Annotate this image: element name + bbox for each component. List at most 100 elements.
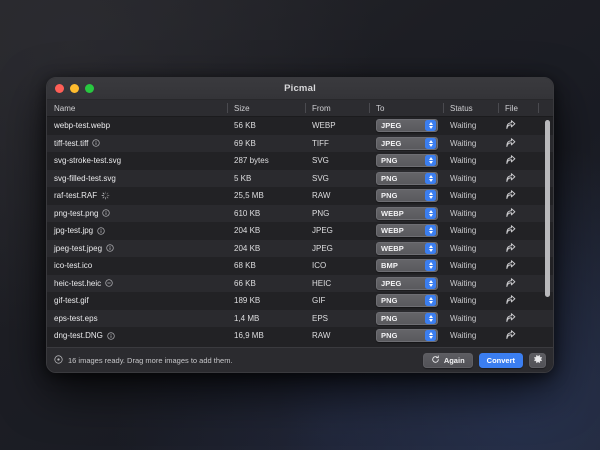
info-icon[interactable] — [97, 227, 105, 235]
target-format-select[interactable]: BMP — [376, 259, 438, 273]
table-row[interactable]: webp-test.webp 56 KB WEBP JPEG Waiting — [47, 117, 553, 135]
stepper-chevrons-icon[interactable] — [425, 330, 436, 342]
stepper-chevrons-icon[interactable] — [425, 190, 436, 202]
stepper-chevrons-icon[interactable] — [425, 207, 436, 219]
stepper-chevrons-icon[interactable] — [425, 120, 436, 132]
info-icon[interactable] — [107, 332, 115, 340]
target-format-select[interactable]: WEBP — [376, 241, 438, 255]
share-icon[interactable] — [505, 277, 517, 289]
chevron-down-icon[interactable] — [428, 336, 433, 340]
chevron-down-icon[interactable] — [428, 196, 433, 200]
info-icon[interactable] — [102, 209, 111, 217]
column-header-file[interactable]: File — [498, 100, 538, 116]
column-header-from[interactable]: From — [305, 100, 369, 116]
chevron-down-icon[interactable] — [428, 126, 433, 130]
stepper-chevrons-icon[interactable] — [425, 260, 436, 272]
chevron-down-icon[interactable] — [428, 231, 433, 235]
info-icon[interactable] — [106, 244, 114, 252]
maximize-button[interactable] — [85, 84, 94, 93]
vertical-scrollbar[interactable] — [545, 120, 550, 344]
target-format-select[interactable]: PNG — [376, 329, 438, 343]
chevron-up-icon[interactable] — [428, 297, 433, 301]
column-header-size[interactable]: Size — [227, 100, 305, 116]
chevron-up-icon[interactable] — [428, 209, 433, 213]
table-row[interactable]: eps-test.eps 1,4 MB EPS PNG Waiting — [47, 309, 553, 327]
minimize-button[interactable] — [70, 84, 79, 93]
column-header-to[interactable]: To — [369, 100, 443, 116]
table-row[interactable]: gif-test.gif 189 KB GIF PNG Waiting — [47, 292, 553, 310]
share-icon[interactable] — [505, 260, 517, 271]
stepper-chevrons-icon[interactable] — [425, 172, 436, 184]
chevron-up-icon[interactable] — [428, 157, 433, 161]
table-row[interactable]: jpg-test.jpg 204 KB JPEG WEBP Waiting — [47, 222, 553, 240]
chevron-down-icon[interactable] — [428, 178, 433, 182]
table-row[interactable]: dng-test.DNG 16,9 MB RAW PNG Waiting — [47, 327, 553, 345]
chevron-down-icon[interactable] — [428, 301, 433, 305]
target-format-select[interactable]: PNG — [376, 154, 438, 168]
circle-minus-icon[interactable] — [105, 279, 113, 287]
chevron-down-icon[interactable] — [428, 318, 433, 322]
target-format-select[interactable]: JPEG — [376, 119, 438, 133]
stepper-chevrons-icon[interactable] — [425, 225, 436, 237]
table-row[interactable]: svg-stroke-test.svg 287 bytes SVG PNG Waitin… — [47, 152, 553, 170]
table-row[interactable]: svg-filled-test.svg 5 KB SVG PNG Waiting — [47, 169, 553, 187]
stepper-chevrons-icon[interactable] — [425, 137, 436, 149]
table-row[interactable]: ico-test.ico 68 KB ICO BMP Waiting — [47, 257, 553, 275]
chevron-down-icon[interactable] — [428, 283, 433, 287]
chevron-up-icon[interactable] — [428, 139, 433, 143]
cell-file — [498, 187, 538, 205]
stepper-chevrons-icon[interactable] — [425, 155, 436, 167]
chevron-up-icon[interactable] — [428, 244, 433, 248]
share-icon[interactable] — [505, 190, 517, 201]
chevron-up-icon[interactable] — [428, 174, 433, 178]
settings-button[interactable] — [529, 352, 546, 368]
share-icon[interactable] — [505, 242, 517, 254]
share-icon[interactable] — [505, 172, 517, 184]
share-icon[interactable] — [505, 295, 517, 306]
scrollbar-thumb[interactable] — [545, 120, 550, 297]
chevron-up-icon[interactable] — [428, 192, 433, 196]
close-button[interactable] — [55, 84, 64, 93]
convert-button[interactable]: Convert — [478, 352, 523, 368]
cell-to: WEBP — [369, 205, 443, 223]
share-icon[interactable] — [505, 330, 517, 341]
chevron-up-icon[interactable] — [428, 332, 433, 336]
share-icon[interactable] — [505, 120, 517, 131]
stepper-chevrons-icon[interactable] — [425, 295, 436, 307]
share-icon[interactable] — [505, 137, 517, 149]
chevron-down-icon[interactable] — [428, 213, 433, 217]
chevron-up-icon[interactable] — [428, 314, 433, 318]
chevron-up-icon[interactable] — [428, 122, 433, 126]
target-format-select[interactable]: JPEG — [376, 136, 438, 150]
target-format-select[interactable]: PNG — [376, 171, 438, 185]
target-format-select[interactable]: WEBP — [376, 206, 438, 220]
stepper-chevrons-icon[interactable] — [425, 242, 436, 254]
info-icon[interactable] — [92, 139, 101, 147]
share-icon[interactable] — [505, 155, 517, 166]
stepper-chevrons-icon[interactable] — [425, 312, 436, 324]
table-row[interactable]: jpeg-test.jpeg 204 KB JPEG WEBP Waiting — [47, 239, 553, 257]
table-row[interactable]: heic-test.heic 66 KB HEIC JPEG Waiting — [47, 274, 553, 292]
target-format-select[interactable]: PNG — [376, 189, 438, 203]
target-format-select[interactable]: PNG — [376, 311, 438, 325]
chevron-down-icon[interactable] — [428, 143, 433, 147]
chevron-up-icon[interactable] — [428, 262, 433, 266]
chevron-up-icon[interactable] — [428, 279, 433, 283]
share-icon[interactable] — [505, 312, 517, 324]
chevron-down-icon[interactable] — [428, 161, 433, 165]
chevron-down-icon[interactable] — [428, 266, 433, 270]
table-row[interactable]: raf-test.RAF 25,5 MB RAW PNG Waiting — [47, 187, 553, 205]
column-header-name[interactable]: Name — [54, 103, 76, 113]
share-icon[interactable] — [505, 225, 517, 236]
target-format-select[interactable]: PNG — [376, 294, 438, 308]
stepper-chevrons-icon[interactable] — [425, 277, 436, 289]
target-format-select[interactable]: JPEG — [376, 276, 438, 290]
target-format-select[interactable]: WEBP — [376, 224, 438, 238]
table-row[interactable]: tiff-test.tiff 69 KB TIFF JPEG Waiting — [47, 134, 553, 152]
column-header-status[interactable]: Status — [443, 100, 498, 116]
chevron-down-icon[interactable] — [428, 248, 433, 252]
table-row[interactable]: png-test.png 610 KB PNG WEBP Waiting — [47, 204, 553, 223]
chevron-up-icon[interactable] — [428, 227, 433, 231]
again-button[interactable]: Again — [422, 352, 473, 368]
share-icon[interactable] — [505, 207, 517, 219]
